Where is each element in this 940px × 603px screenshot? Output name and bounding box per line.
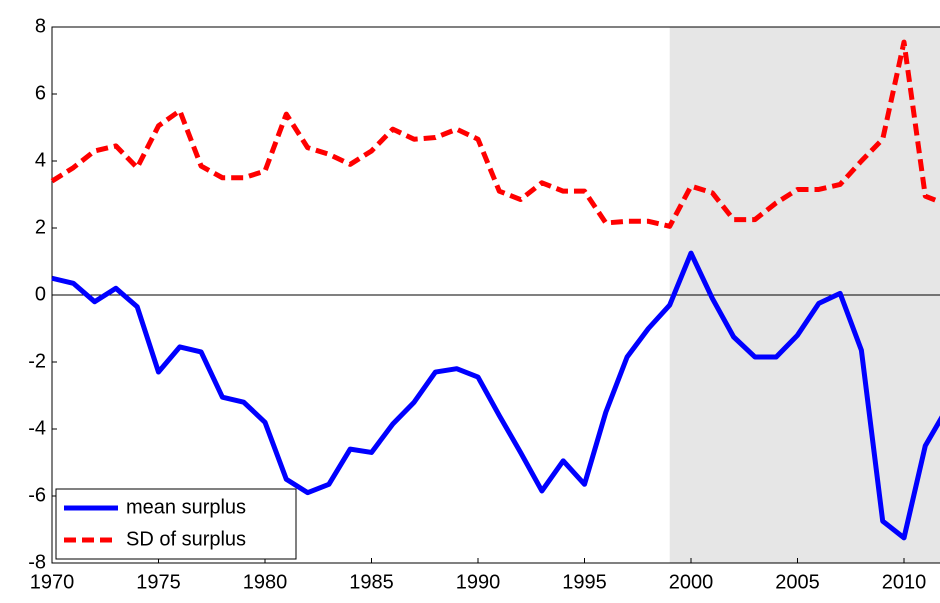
legend-label: SD of surplus: [126, 528, 246, 550]
x-tick-label: 1980: [243, 571, 288, 593]
y-tick-label: -6: [28, 484, 46, 506]
x-tick-label: 2010: [882, 571, 927, 593]
y-tick-label: 6: [35, 82, 46, 104]
y-tick-label: -4: [28, 417, 46, 439]
y-tick-label: 8: [35, 15, 46, 37]
x-tick-label: 1985: [349, 571, 394, 593]
series-line: [51, 250, 940, 541]
y-tick-label: -2: [28, 350, 46, 372]
legend-box: [55, 488, 297, 560]
y-tick-label: 2: [35, 216, 46, 238]
y-tick-label: -8: [28, 551, 46, 573]
x-tick-label: 1995: [562, 571, 607, 593]
series-line: [50, 39, 940, 229]
x-tick-label: 2000: [669, 571, 714, 593]
x-tick-label: 1975: [136, 571, 181, 593]
y-tick-label: 0: [35, 283, 46, 305]
y-tick-label: 4: [35, 149, 46, 171]
x-tick-label: 2005: [775, 571, 820, 593]
x-tick-label: 1970: [30, 571, 75, 593]
legend-label: mean surplus: [126, 496, 246, 518]
x-tick-label: 1990: [456, 571, 501, 593]
